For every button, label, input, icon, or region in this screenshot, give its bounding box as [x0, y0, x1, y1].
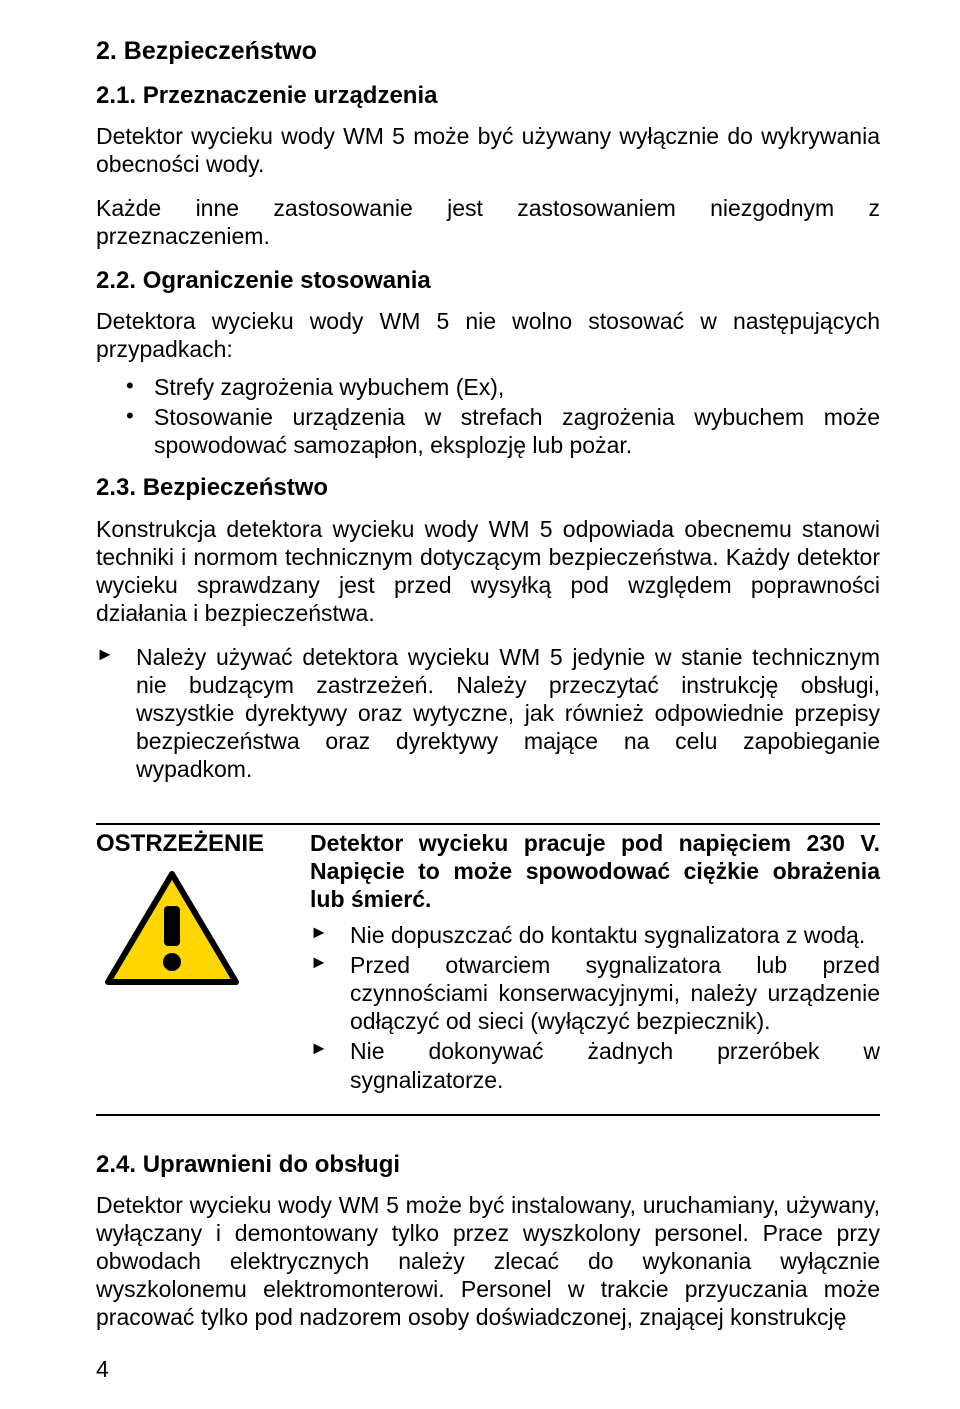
- spacer: [96, 797, 880, 823]
- warning-label: OSTRZEŻENIE: [96, 829, 286, 858]
- heading-2-2: 2.2. Ograniczenie stosowania: [96, 266, 880, 295]
- warning-items: Nie dopuszczać do kontaktu sygnalizatora…: [310, 921, 880, 1093]
- heading-2-4: 2.4. Uprawnieni do obsługi: [96, 1150, 880, 1179]
- para-2-1-b: Każde inne zastosowanie jest zastosowani…: [96, 194, 880, 250]
- para-2-2-intro: Detektora wycieku wody WM 5 nie wolno st…: [96, 307, 880, 363]
- list-item: Należy używać detektora wycieku WM 5 jed…: [96, 643, 880, 783]
- rule-bottom: [96, 1114, 880, 1116]
- heading-2-3: 2.3. Bezpieczeństwo: [96, 473, 880, 502]
- tri-list-2-3: Należy używać detektora wycieku WM 5 jed…: [96, 643, 880, 783]
- warning-title: Detektor wycieku pracuje pod napięciem 2…: [310, 829, 880, 913]
- warning-icon: [102, 868, 242, 988]
- rule-top: [96, 823, 880, 825]
- page-number: 4: [96, 1355, 109, 1383]
- warning-block: OSTRZEŻENIE Detektor wycieku pracuje pod…: [96, 829, 880, 1103]
- list-2-2: Strefy zagrożenia wybuchem (Ex), Stosowa…: [96, 373, 880, 459]
- list-item: Nie dokonywać żadnych przeróbek w sygnal…: [310, 1037, 880, 1093]
- list-item: Przed otwarciem sygnalizatora lub przed …: [310, 951, 880, 1035]
- list-item: Nie dopuszczać do kontaktu sygnalizatora…: [310, 921, 880, 949]
- list-item: Strefy zagrożenia wybuchem (Ex),: [154, 373, 880, 401]
- heading-2: 2. Bezpieczeństwo: [96, 36, 880, 67]
- para-2-4-a: Detektor wycieku wody WM 5 może być inst…: [96, 1191, 880, 1331]
- para-2-3-a: Konstrukcja detektora wycieku wody WM 5 …: [96, 515, 880, 627]
- heading-2-1: 2.1. Przeznaczenie urządzenia: [96, 81, 880, 110]
- list-item: Stosowanie urządzenia w strefach zagroże…: [154, 403, 880, 459]
- para-2-1-a: Detektor wycieku wody WM 5 może być używ…: [96, 122, 880, 178]
